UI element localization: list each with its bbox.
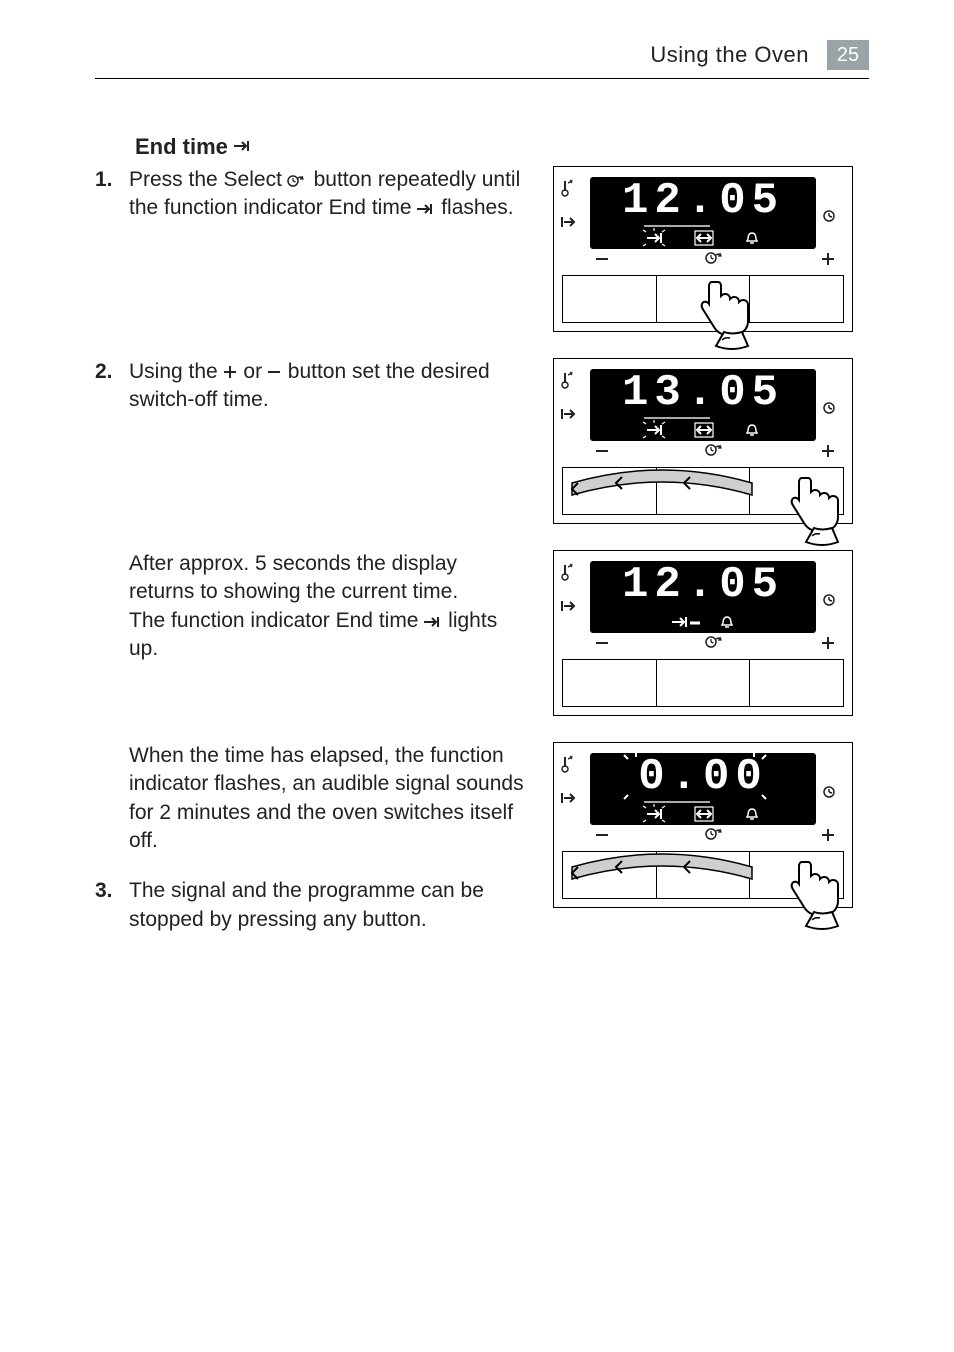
start-time-icon	[562, 409, 578, 421]
clock-icon	[824, 211, 836, 223]
step-1-row: 1. Press the Select button repeatedly un…	[95, 166, 869, 332]
plus-icon	[822, 637, 838, 651]
page-number: 25	[827, 40, 869, 70]
para-1: After approx. 5 seconds the display retu…	[129, 550, 525, 663]
thermometer-icon	[562, 373, 578, 389]
clock-icon	[824, 403, 836, 415]
step-2-number: 2.	[95, 358, 119, 415]
plus-icon	[224, 366, 238, 380]
minus-icon	[596, 637, 612, 651]
header-rule	[95, 78, 869, 79]
page-header: Using the Oven 25	[95, 40, 869, 70]
para-2: When the time has elapsed, the function …	[129, 742, 525, 855]
lcd-digits: 13.05	[590, 369, 816, 415]
minus-icon	[268, 366, 282, 380]
lcd-display: 12.05	[590, 177, 816, 249]
lcd-digits: 12.05	[590, 177, 816, 223]
thermometer-icon	[562, 757, 578, 773]
clock-icon	[824, 787, 836, 799]
step-3-text: The signal and the programme can be stop…	[129, 877, 525, 934]
step-2: 2. Using the or button set the desired s…	[95, 358, 525, 415]
swipe-gesture-icon	[572, 851, 752, 883]
section-title: End time	[135, 134, 869, 160]
end-time-icon	[424, 617, 442, 629]
hand-icon	[694, 280, 764, 360]
step-1-text: Press the Select button repeatedly until…	[129, 166, 525, 223]
header-title: Using the Oven	[650, 42, 809, 68]
duration-icon	[697, 809, 713, 821]
content: End time 1. Press the Select button repe…	[95, 134, 869, 934]
lcd-digits: 12.05	[590, 561, 816, 607]
hand-icon	[784, 860, 854, 940]
end-time-icon	[234, 141, 252, 153]
duration-icon	[697, 233, 713, 245]
select-icon	[288, 176, 308, 188]
lcd-display: 0.00	[590, 753, 816, 825]
lcd-display: 12.05	[590, 561, 816, 633]
clock-icon	[824, 595, 836, 607]
plus-icon	[822, 829, 838, 843]
minus-icon	[596, 253, 612, 267]
panel-1: 12.05	[553, 166, 853, 332]
hand-icon	[784, 476, 854, 556]
step-3: 3. The signal and the programme can be s…	[95, 877, 525, 934]
button-row	[562, 659, 844, 707]
bell-icon	[747, 233, 759, 245]
para-2-row: When the time has elapsed, the function …	[95, 742, 869, 934]
end-time-icon	[417, 204, 435, 216]
section-title-text: End time	[135, 134, 228, 160]
start-time-icon	[562, 217, 578, 229]
page: Using the Oven 25 End time 1. Press the …	[0, 0, 954, 1352]
step-1: 1. Press the Select button repeatedly un…	[95, 166, 525, 223]
step-2-text: Using the or button set the desired swit…	[129, 358, 525, 415]
duration-icon	[697, 425, 713, 437]
start-time-icon	[562, 793, 578, 805]
panel-2: 13.05	[553, 358, 853, 524]
lcd-display: 13.05	[590, 369, 816, 441]
minus-icon	[596, 829, 612, 843]
para-1-row: After approx. 5 seconds the display retu…	[95, 550, 869, 716]
select-icon	[706, 445, 728, 459]
select-icon	[706, 637, 728, 651]
bell-icon	[747, 425, 759, 437]
step-1-number: 1.	[95, 166, 119, 223]
swipe-gesture-icon	[572, 467, 752, 499]
plus-icon	[822, 253, 838, 267]
panel-3: 12.05	[553, 550, 853, 716]
thermometer-icon	[562, 181, 578, 197]
step-3-number: 3.	[95, 877, 119, 934]
end-time-icon	[672, 617, 688, 629]
panel-4: 0.00	[553, 742, 853, 908]
select-icon	[706, 253, 728, 267]
step-2-row: 2. Using the or button set the desired s…	[95, 358, 869, 524]
minus-icon	[596, 445, 612, 459]
plus-icon	[822, 445, 838, 459]
bell-icon	[722, 617, 734, 629]
select-icon	[706, 829, 728, 843]
start-time-icon	[562, 601, 578, 613]
bell-icon	[747, 809, 759, 821]
thermometer-icon	[562, 565, 578, 581]
